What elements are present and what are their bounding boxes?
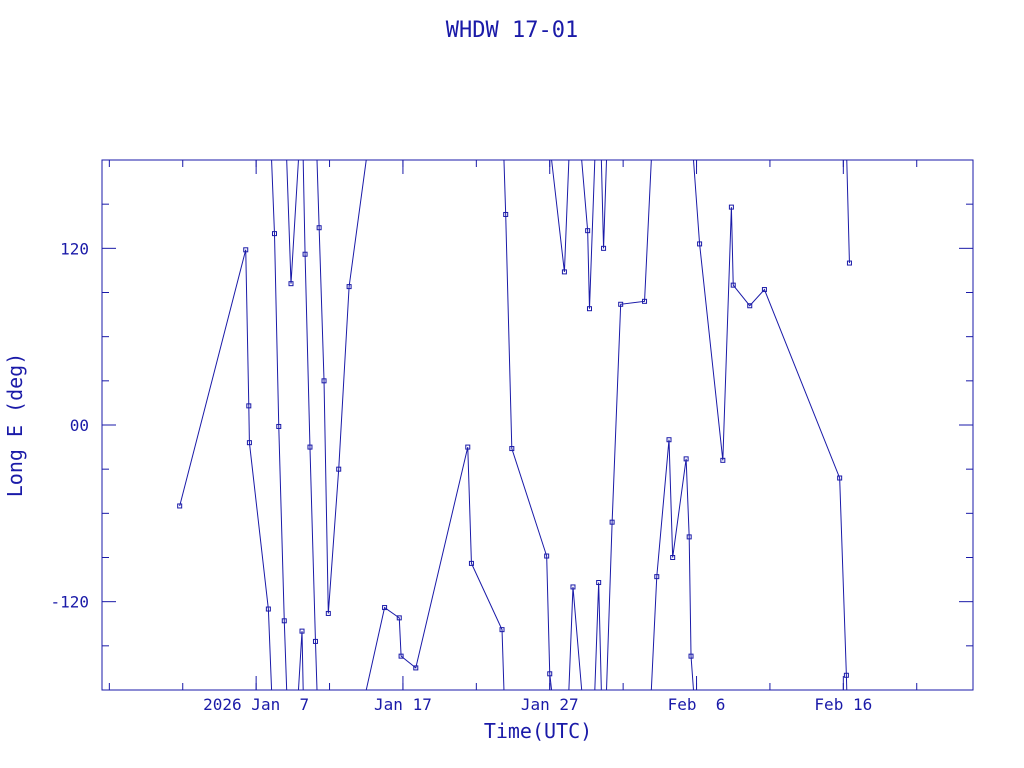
data-point xyxy=(177,503,183,509)
series-line xyxy=(179,160,850,690)
data-point xyxy=(468,560,474,566)
axis-ticks xyxy=(102,160,973,690)
data-point xyxy=(586,306,592,312)
data-point xyxy=(465,444,471,450)
data-point xyxy=(846,260,852,266)
data-point xyxy=(307,444,313,450)
data-point xyxy=(265,606,271,612)
series-lines xyxy=(179,160,850,690)
data-point xyxy=(288,281,294,287)
x-tick-label: 2026 Jan 7 xyxy=(203,695,309,714)
y-tick-label: 00 xyxy=(70,416,89,435)
data-point xyxy=(396,615,402,621)
data-point xyxy=(561,269,567,275)
x-tick-labels: 2026 Jan 7 Jan 17 Jan 27 Feb 6 Feb 16 xyxy=(203,695,872,714)
y-tick-label: -120 xyxy=(50,593,89,612)
data-point xyxy=(697,241,703,247)
y-tick-labels: -120 00 120 xyxy=(50,239,89,611)
data-point xyxy=(688,653,694,659)
data-point xyxy=(544,553,550,559)
data-point xyxy=(654,574,660,580)
data-point xyxy=(299,628,305,634)
data-point xyxy=(728,204,734,210)
data-point xyxy=(730,282,736,288)
chart-title: WHDW 17-01 xyxy=(446,18,578,43)
y-tick-label: 120 xyxy=(60,239,89,258)
data-point xyxy=(585,228,591,234)
series-markers xyxy=(177,204,852,678)
data-point xyxy=(243,247,249,253)
data-point xyxy=(398,653,404,659)
data-point xyxy=(271,231,277,237)
data-point xyxy=(720,457,726,463)
data-point xyxy=(683,456,689,462)
data-point xyxy=(596,580,602,586)
data-point xyxy=(686,534,692,540)
data-point xyxy=(316,225,322,231)
data-point xyxy=(747,303,753,309)
data-point xyxy=(601,245,607,251)
data-point xyxy=(570,584,576,590)
data-point xyxy=(509,446,515,452)
data-point xyxy=(281,618,287,624)
data-point xyxy=(837,475,843,481)
data-point xyxy=(276,423,282,429)
x-tick-label: Jan 17 xyxy=(374,695,432,714)
data-point xyxy=(382,605,388,611)
data-point xyxy=(503,211,509,217)
data-point xyxy=(312,638,318,644)
data-point xyxy=(325,610,331,616)
data-point xyxy=(666,437,672,443)
x-tick-label: Jan 27 xyxy=(521,695,579,714)
x-tick-label: Feb 6 xyxy=(668,695,726,714)
data-point xyxy=(246,440,252,446)
y-axis-label: Long E (deg) xyxy=(3,353,27,498)
x-tick-label: Feb 16 xyxy=(814,695,872,714)
data-point xyxy=(413,665,419,671)
data-point xyxy=(246,403,252,409)
data-point xyxy=(761,287,767,293)
data-point xyxy=(618,301,624,307)
data-point xyxy=(609,519,615,525)
data-point xyxy=(499,627,505,633)
data-point xyxy=(843,672,849,678)
data-point xyxy=(321,378,327,384)
data-point xyxy=(336,466,342,472)
plot-area xyxy=(177,160,852,690)
data-point xyxy=(346,284,352,290)
data-point xyxy=(547,671,553,677)
data-point xyxy=(302,251,308,257)
plot-frame xyxy=(101,159,974,691)
x-axis-label: Time(UTC) xyxy=(484,719,592,743)
data-point xyxy=(642,298,648,304)
data-point xyxy=(670,555,676,560)
